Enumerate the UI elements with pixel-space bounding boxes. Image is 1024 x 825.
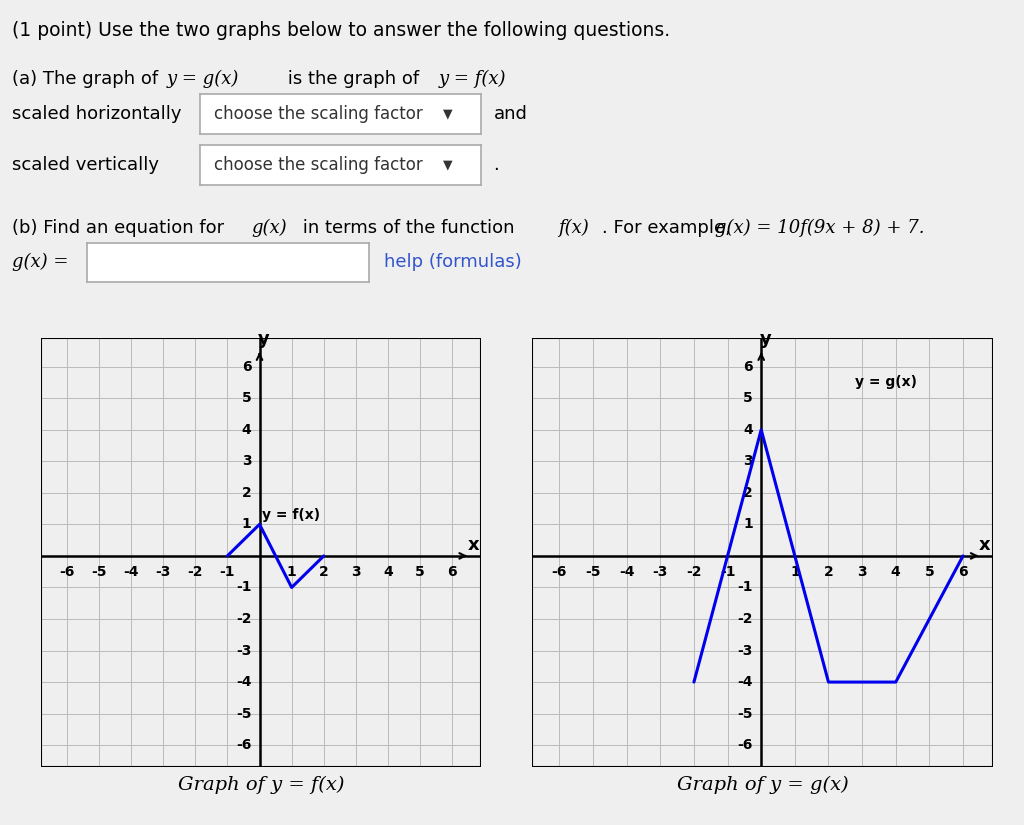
- Text: 5: 5: [416, 565, 425, 579]
- Text: y = f(x): y = f(x): [438, 70, 506, 88]
- Text: (b) Find an equation for: (b) Find an equation for: [12, 219, 230, 237]
- Text: -5: -5: [586, 565, 601, 579]
- Text: 6: 6: [242, 360, 252, 374]
- Text: 3: 3: [242, 455, 252, 469]
- Text: y = g(x): y = g(x): [167, 70, 240, 88]
- Text: 2: 2: [318, 565, 329, 579]
- Text: 6: 6: [958, 565, 968, 579]
- Text: ▼: ▼: [442, 158, 453, 172]
- Text: -1: -1: [720, 565, 735, 579]
- Text: -1: -1: [737, 581, 753, 595]
- Text: x: x: [979, 536, 990, 554]
- Text: 2: 2: [242, 486, 252, 500]
- Text: -1: -1: [219, 565, 236, 579]
- Text: 3: 3: [857, 565, 867, 579]
- Text: Graph of y = f(x): Graph of y = f(x): [178, 776, 344, 794]
- Text: -4: -4: [123, 565, 138, 579]
- Text: g(x) =: g(x) =: [12, 253, 69, 271]
- Text: 5: 5: [743, 391, 753, 405]
- Text: -2: -2: [686, 565, 701, 579]
- Text: choose the scaling factor: choose the scaling factor: [214, 105, 423, 123]
- Text: . For example,: . For example,: [602, 219, 736, 237]
- Text: 5: 5: [242, 391, 252, 405]
- Text: -3: -3: [156, 565, 171, 579]
- Text: 3: 3: [743, 455, 753, 469]
- Text: -2: -2: [737, 612, 753, 626]
- Text: Graph of y = g(x): Graph of y = g(x): [677, 776, 849, 794]
- Text: 2: 2: [743, 486, 753, 500]
- Text: -3: -3: [737, 644, 753, 658]
- Text: and: and: [494, 105, 527, 123]
- Text: g(x): g(x): [251, 219, 287, 237]
- Text: y = g(x): y = g(x): [855, 375, 918, 389]
- Text: 6: 6: [447, 565, 457, 579]
- Text: (1 point) Use the two graphs below to answer the following questions.: (1 point) Use the two graphs below to an…: [12, 21, 671, 40]
- Text: 1: 1: [242, 517, 252, 531]
- Text: -3: -3: [237, 644, 252, 658]
- Text: help (formulas): help (formulas): [384, 253, 522, 271]
- Text: 4: 4: [743, 422, 753, 436]
- Text: -6: -6: [59, 565, 75, 579]
- Text: 3: 3: [351, 565, 360, 579]
- Text: 1: 1: [790, 565, 800, 579]
- Text: 4: 4: [242, 422, 252, 436]
- Text: .: .: [494, 156, 500, 174]
- Text: -6: -6: [737, 738, 753, 752]
- Text: -5: -5: [737, 707, 753, 720]
- Text: is the graph of: is the graph of: [282, 70, 425, 88]
- Text: -5: -5: [236, 707, 252, 720]
- Text: 1: 1: [743, 517, 753, 531]
- Text: 2: 2: [823, 565, 834, 579]
- Text: 4: 4: [383, 565, 393, 579]
- Text: choose the scaling factor: choose the scaling factor: [214, 156, 423, 174]
- Text: in terms of the function: in terms of the function: [297, 219, 520, 237]
- Text: -4: -4: [618, 565, 635, 579]
- Text: -4: -4: [236, 675, 252, 689]
- Text: -6: -6: [237, 738, 252, 752]
- Text: y = f(x): y = f(x): [262, 508, 321, 522]
- Text: g(x) = 10f(9x + 8) + 7.: g(x) = 10f(9x + 8) + 7.: [715, 219, 925, 237]
- Text: f(x): f(x): [558, 219, 589, 237]
- Text: (a) The graph of: (a) The graph of: [12, 70, 164, 88]
- Text: scaled horizontally: scaled horizontally: [12, 105, 182, 123]
- Text: 1: 1: [287, 565, 297, 579]
- Text: y: y: [760, 330, 771, 347]
- Text: -6: -6: [552, 565, 567, 579]
- Text: 4: 4: [891, 565, 901, 579]
- Text: -5: -5: [91, 565, 106, 579]
- Text: -2: -2: [187, 565, 203, 579]
- Text: 6: 6: [743, 360, 753, 374]
- Text: ▼: ▼: [442, 107, 453, 120]
- Text: x: x: [467, 536, 479, 554]
- Text: 5: 5: [925, 565, 934, 579]
- Text: -4: -4: [737, 675, 753, 689]
- Text: y: y: [257, 330, 269, 347]
- Text: -1: -1: [236, 581, 252, 595]
- Text: -2: -2: [236, 612, 252, 626]
- Text: scaled vertically: scaled vertically: [12, 156, 160, 174]
- Text: -3: -3: [652, 565, 668, 579]
